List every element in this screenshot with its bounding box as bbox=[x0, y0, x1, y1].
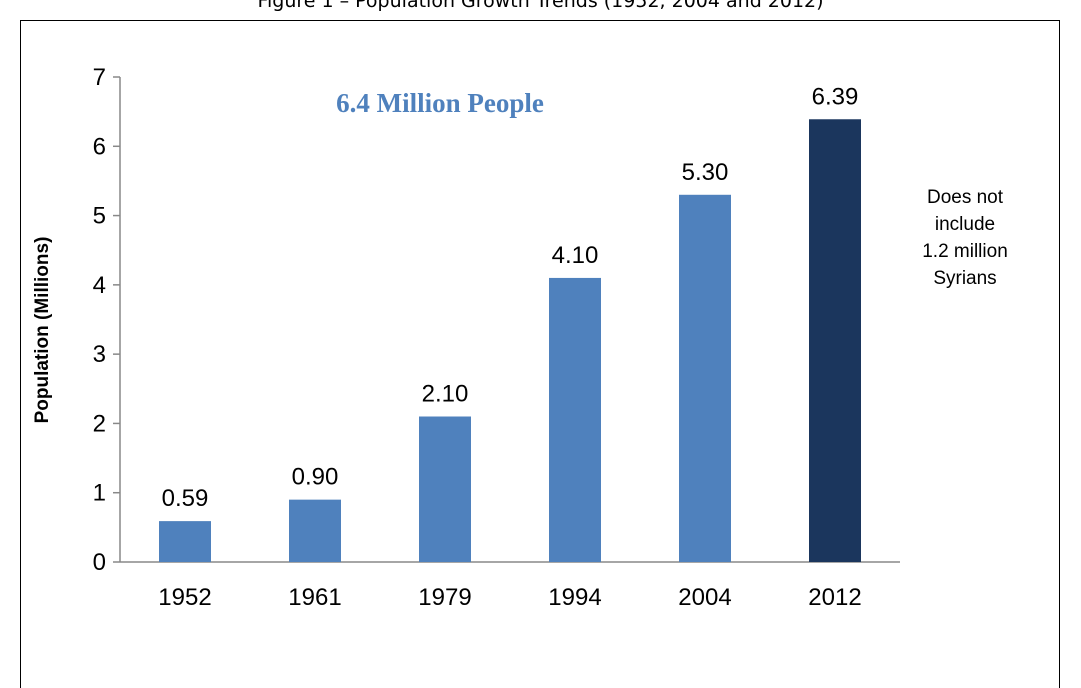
data-label-1979: 2.10 bbox=[422, 381, 469, 408]
data-label-2004: 5.30 bbox=[682, 159, 729, 186]
data-label-1961: 0.90 bbox=[292, 464, 339, 491]
chart-axes: 0 1 2 3 4 5 6 7 1952 1961 1979 1994 2004 2012 bbox=[93, 64, 900, 611]
bar-1952 bbox=[159, 521, 211, 562]
bar-1979 bbox=[419, 416, 471, 562]
chart-bars bbox=[159, 119, 861, 563]
note-line: 1.2 million bbox=[922, 241, 1008, 262]
y-axis-title: Population (Millions) bbox=[32, 237, 53, 424]
y-tick-label: 4 bbox=[93, 272, 106, 299]
chart-data-labels: 0.59 0.90 2.10 4.10 5.30 6.39 bbox=[162, 83, 859, 512]
data-label-1952: 0.59 bbox=[162, 485, 209, 512]
x-tick-label: 2004 bbox=[678, 584, 731, 611]
note-line: Does not bbox=[927, 187, 1004, 208]
y-tick-label: 6 bbox=[93, 133, 106, 160]
y-tick-label: 0 bbox=[93, 549, 106, 576]
chart-note: Does not include 1.2 million Syrians bbox=[922, 187, 1008, 289]
bar-1961 bbox=[289, 499, 341, 562]
bar-1994 bbox=[549, 277, 601, 562]
x-tick-label: 2012 bbox=[808, 584, 861, 611]
data-label-2012: 6.39 bbox=[812, 83, 859, 110]
bar-2004 bbox=[679, 194, 731, 563]
data-label-1994: 4.10 bbox=[552, 242, 599, 269]
y-tick-label: 3 bbox=[93, 341, 106, 368]
x-tick-label: 1994 bbox=[548, 584, 601, 611]
y-tick-label: 2 bbox=[93, 410, 106, 437]
x-tick-label: 1961 bbox=[288, 584, 341, 611]
note-line: Syrians bbox=[933, 268, 996, 289]
y-tick-label: 5 bbox=[93, 203, 106, 230]
note-line: include bbox=[935, 214, 995, 235]
chart-frame bbox=[20, 20, 1060, 688]
x-tick-label: 1952 bbox=[158, 584, 211, 611]
bar-2012 bbox=[809, 119, 861, 562]
y-tick-label: 7 bbox=[93, 64, 106, 91]
x-tick-label: 1979 bbox=[418, 584, 471, 611]
chart-headline: 6.4 Million People bbox=[336, 88, 544, 118]
figure-caption: Figure 1 – Population Growth Trends (195… bbox=[257, 0, 824, 12]
y-tick-label: 1 bbox=[93, 480, 106, 507]
